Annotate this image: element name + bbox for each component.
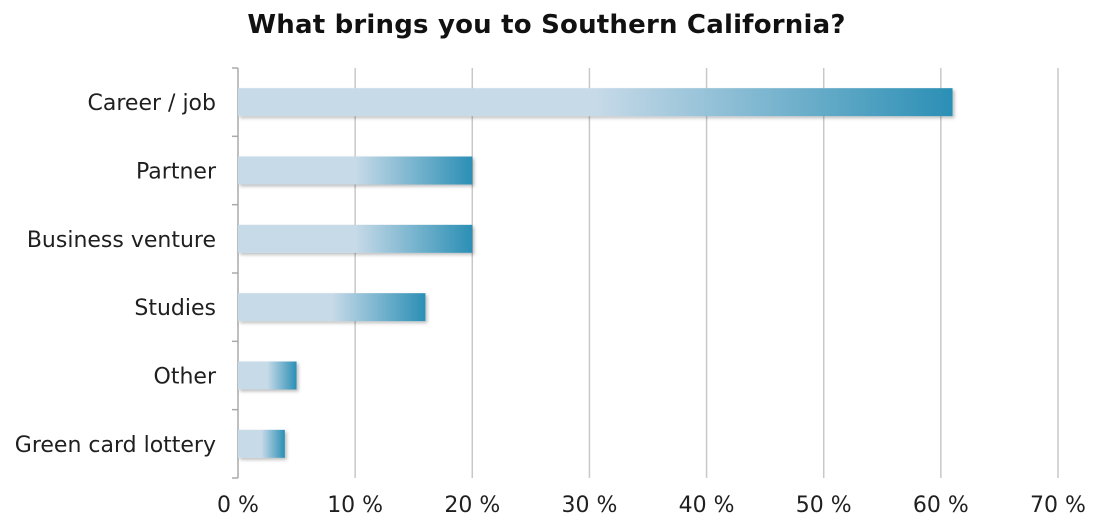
bar-partner <box>238 156 473 185</box>
category-label: Other <box>154 365 217 390</box>
category-labels: Career / job Partner Business venture Studi… <box>15 91 217 458</box>
x-tick-label: 20 % <box>444 493 500 518</box>
chart-title: What brings you to Southern California? <box>247 10 846 40</box>
x-tick-label: 0 % <box>217 493 259 518</box>
category-label: Career / job <box>88 91 216 116</box>
grid-lines <box>354 68 1059 478</box>
x-tick-label: 70 % <box>1030 493 1086 518</box>
x-tick-label: 60 % <box>913 493 969 518</box>
category-label: Green card lottery <box>15 433 216 458</box>
y-axis <box>232 67 239 479</box>
bar-studies <box>238 293 426 322</box>
x-tick-label: 40 % <box>679 493 735 518</box>
bars <box>238 88 953 458</box>
x-tick-label: 10 % <box>327 493 383 518</box>
bar-career-job <box>238 88 953 117</box>
category-label: Studies <box>134 296 216 321</box>
bar-other <box>238 361 297 390</box>
category-label: Partner <box>136 160 217 185</box>
x-tick-labels: 0 % 10 % 20 % 30 % 40 % 50 % 60 % 70 % <box>217 493 1086 518</box>
category-label: Business venture <box>27 228 216 253</box>
bar-green-card-lottery <box>238 429 285 458</box>
x-tick-label: 50 % <box>796 493 852 518</box>
x-tick-label: 30 % <box>561 493 617 518</box>
bar-business-venture <box>238 224 473 253</box>
